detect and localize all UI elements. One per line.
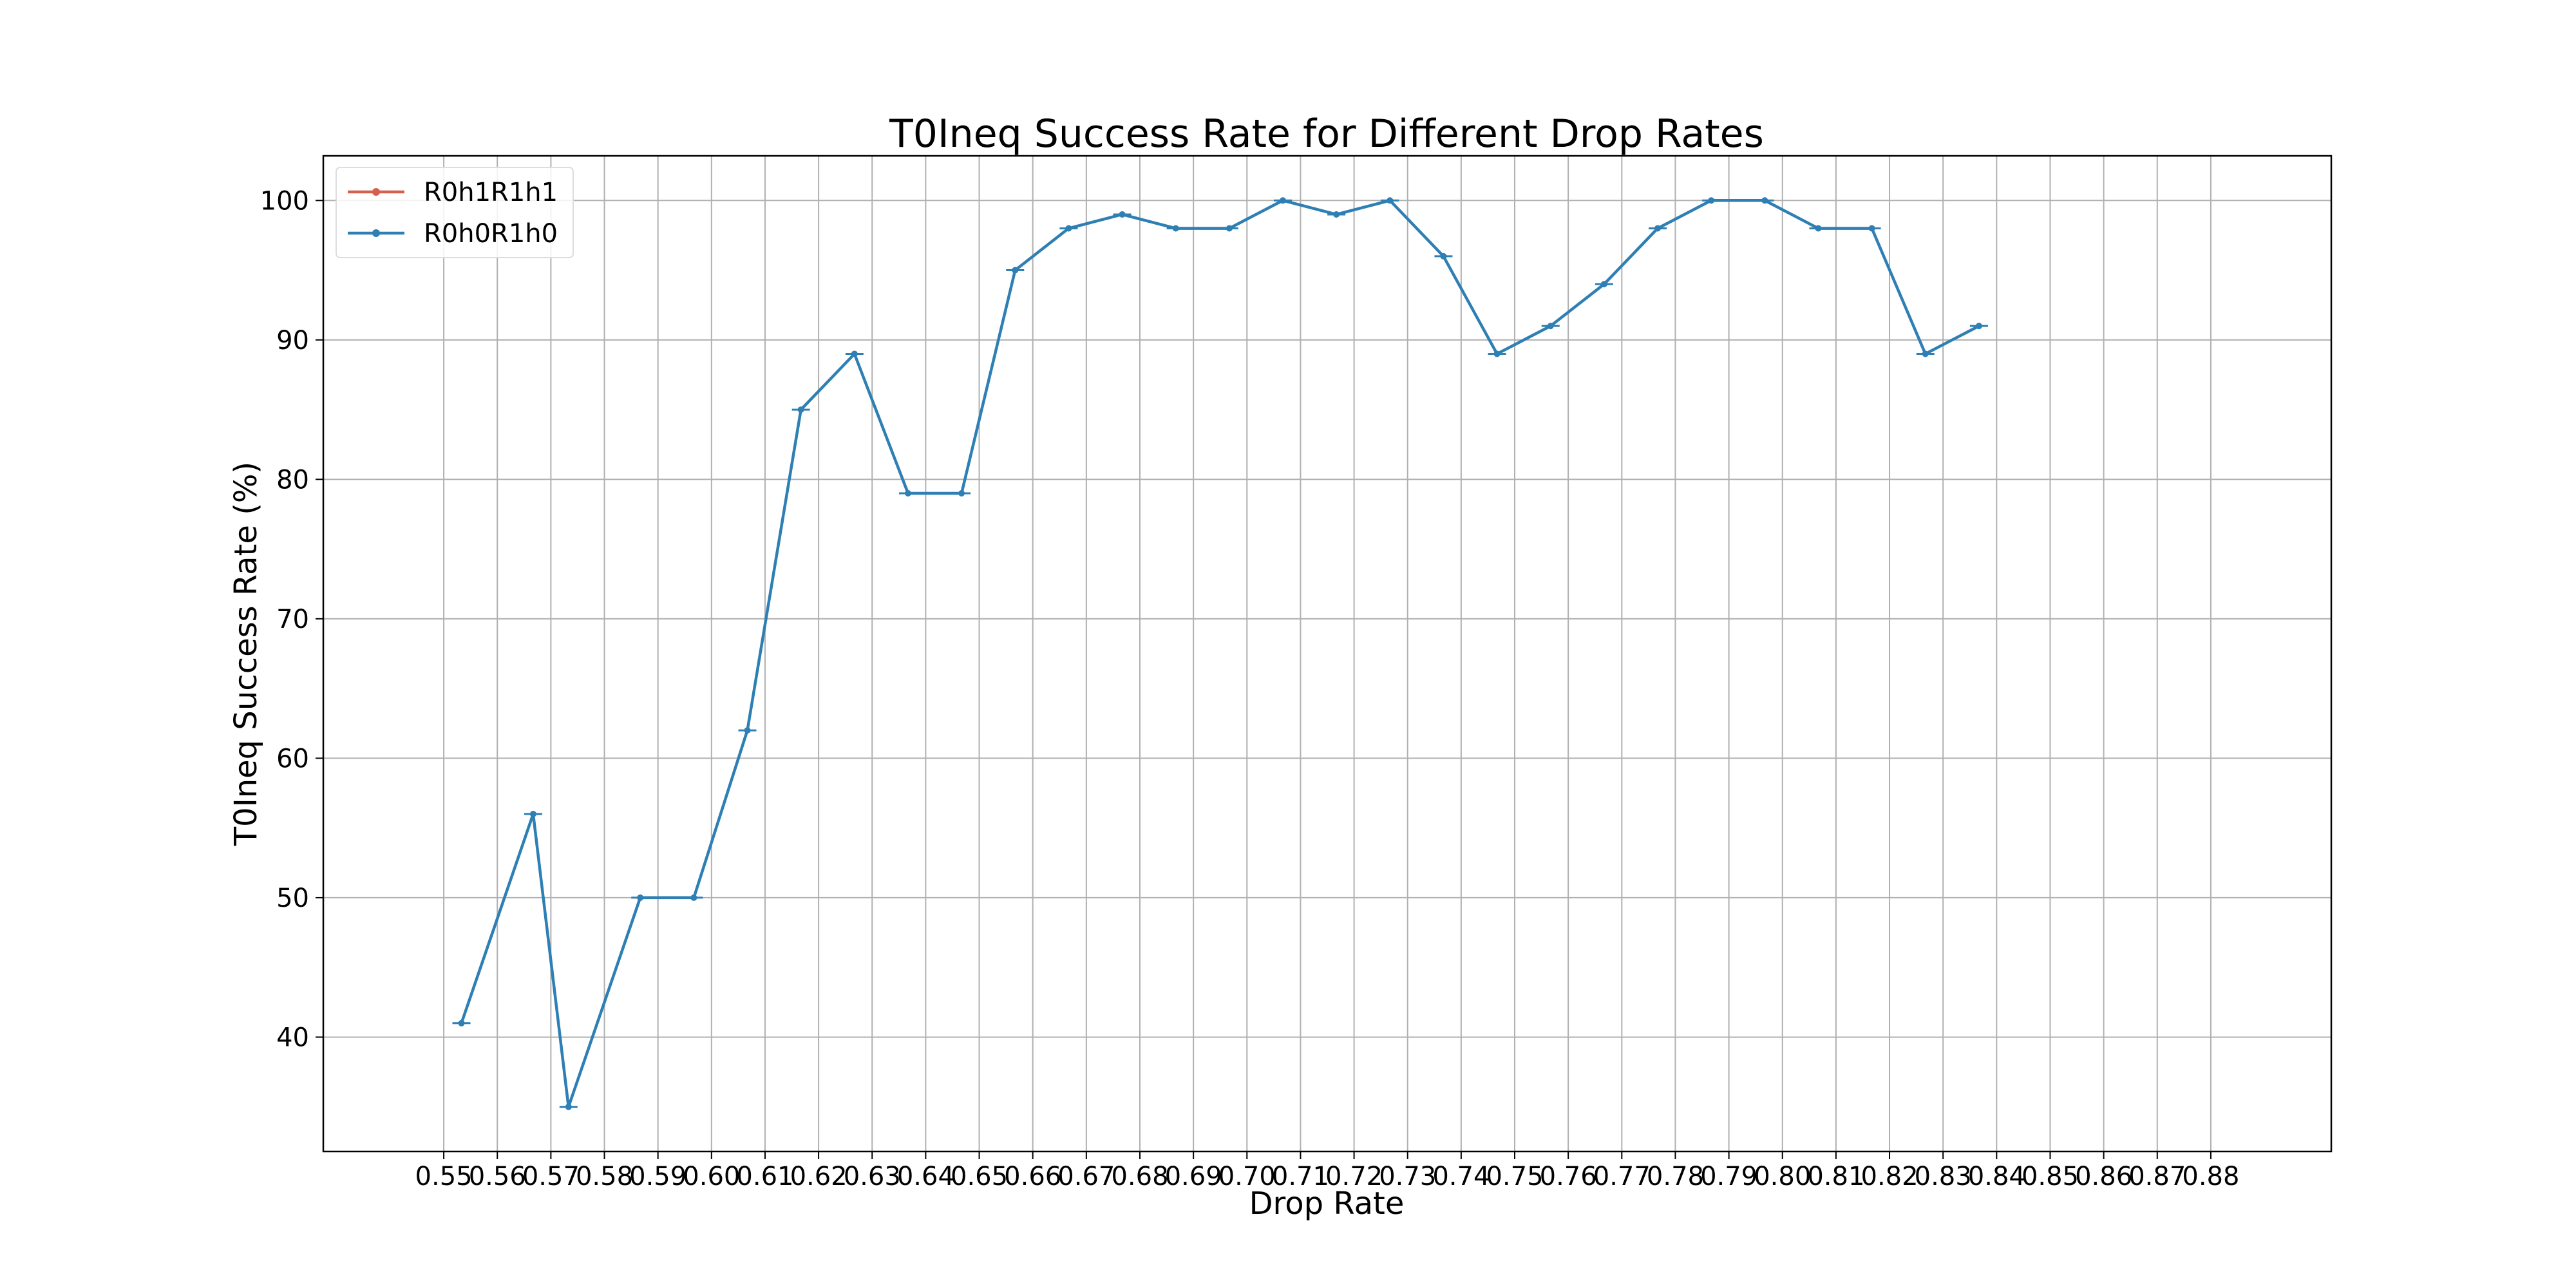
x-tick-label: 0.61 <box>736 1162 793 1191</box>
x-tick-label: 0.72 <box>1325 1162 1383 1191</box>
x-tick-label: 0.58 <box>576 1162 633 1191</box>
legend-marker <box>372 229 380 237</box>
x-tick-label: 0.65 <box>951 1162 1008 1191</box>
y-tick-label: 60 <box>276 744 309 773</box>
x-tick-label: 0.66 <box>1004 1162 1061 1191</box>
x-tick-label: 0.79 <box>1700 1162 1757 1191</box>
x-tick-labels: 0.550.560.570.580.590.600.610.620.630.64… <box>415 1151 2239 1191</box>
legend-marker <box>372 188 380 196</box>
y-tick-label: 40 <box>276 1023 309 1052</box>
x-tick-label: 0.85 <box>2022 1162 2079 1191</box>
x-tick-label: 0.71 <box>1272 1162 1329 1191</box>
x-tick-label: 0.57 <box>522 1162 580 1191</box>
x-tick-label: 0.73 <box>1379 1162 1436 1191</box>
x-tick-label: 0.74 <box>1432 1162 1490 1191</box>
x-tick-label: 0.68 <box>1111 1162 1168 1191</box>
x-tick-label: 0.84 <box>1968 1162 2025 1191</box>
x-tick-label: 0.59 <box>629 1162 687 1191</box>
x-tick-label: 0.69 <box>1165 1162 1222 1191</box>
x-tick-label: 0.81 <box>1807 1162 1864 1191</box>
series-layer <box>452 197 1988 1110</box>
legend-item: R0h0R1h0 <box>348 219 558 249</box>
y-tick-label: 90 <box>276 326 309 355</box>
legend-box <box>336 167 574 258</box>
y-tick-label: 100 <box>260 186 309 216</box>
x-tick-label: 0.62 <box>790 1162 848 1191</box>
y-axis-label: T0Ineq Success Rate (%) <box>228 462 264 847</box>
x-tick-label: 0.77 <box>1593 1162 1651 1191</box>
x-tick-label: 0.76 <box>1540 1162 1597 1191</box>
x-tick-label: 0.88 <box>2182 1162 2239 1191</box>
series-R0h0R1h0 <box>452 197 1988 1110</box>
y-tick-label: 70 <box>276 605 309 634</box>
grid-lines <box>323 156 2331 1151</box>
legend-item: R0h1R1h1 <box>348 178 558 207</box>
x-tick-label: 0.87 <box>2128 1162 2186 1191</box>
x-tick-label: 0.67 <box>1057 1162 1115 1191</box>
chart-title: T0Ineq Success Rate for Different Drop R… <box>889 111 1764 156</box>
y-tick-labels: 40 50 60 70 80 90 100 <box>260 186 323 1052</box>
x-tick-label: 0.60 <box>683 1162 740 1191</box>
x-tick-label: 0.80 <box>1754 1162 1811 1191</box>
x-tick-label: 0.64 <box>897 1162 954 1191</box>
x-tick-label: 0.75 <box>1486 1162 1543 1191</box>
y-tick-label: 80 <box>276 465 309 495</box>
y-tick-label: 50 <box>276 884 309 913</box>
x-tick-label: 0.55 <box>415 1162 473 1191</box>
legend: R0h1R1h1 R0h0R1h0 <box>336 167 574 258</box>
x-tick-label: 0.86 <box>2075 1162 2132 1191</box>
legend-label: R0h1R1h1 <box>424 178 558 207</box>
plot-frame <box>322 155 2333 1153</box>
x-axis-label: Drop Rate <box>1249 1186 1405 1222</box>
legend-label: R0h0R1h0 <box>424 219 558 249</box>
x-tick-label: 0.83 <box>1915 1162 1972 1191</box>
x-tick-label: 0.78 <box>1647 1162 1704 1191</box>
x-tick-label: 0.56 <box>469 1162 526 1191</box>
x-tick-label: 0.70 <box>1218 1162 1276 1191</box>
x-tick-label: 0.63 <box>844 1162 901 1191</box>
x-tick-label: 0.82 <box>1861 1162 1918 1191</box>
